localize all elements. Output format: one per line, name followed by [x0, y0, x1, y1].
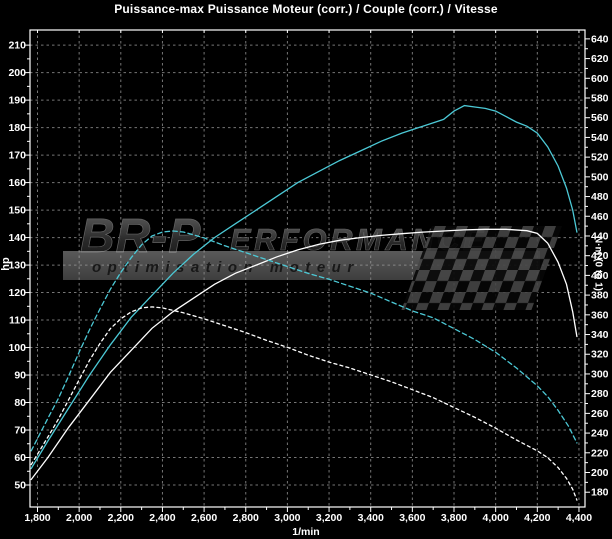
svg-text:50: 50 — [14, 480, 26, 492]
x-axis-unit-label: 1/min — [292, 526, 320, 538]
svg-text:3,000: 3,000 — [274, 512, 300, 524]
svg-text:400: 400 — [591, 270, 609, 282]
svg-text:180: 180 — [8, 122, 26, 134]
svg-text:440: 440 — [591, 230, 609, 242]
right-axis-unit-label: N·m (0 to 1) — [592, 236, 604, 291]
svg-text:70: 70 — [14, 425, 26, 437]
chart-title: Puissance-max Puissance Moteur (corr.) /… — [114, 2, 498, 16]
svg-text:190: 190 — [8, 95, 26, 107]
svg-text:2,400: 2,400 — [149, 512, 175, 524]
svg-text:150: 150 — [8, 205, 26, 217]
svg-text:560: 560 — [591, 112, 609, 124]
svg-text:340: 340 — [591, 329, 609, 341]
svg-text:4,000: 4,000 — [483, 512, 509, 524]
curve-puissance-basse-blanc-solid — [30, 228, 578, 481]
svg-text:100: 100 — [8, 342, 26, 354]
svg-text:170: 170 — [8, 150, 26, 162]
axes: 1,800 2,000 2,200 2,400 2,600 2,800 3,000 3,200… — [8, 29, 609, 524]
svg-text:2,000: 2,000 — [66, 512, 92, 524]
svg-text:1,800: 1,800 — [24, 512, 50, 524]
svg-text:260: 260 — [591, 408, 609, 420]
svg-text:160: 160 — [8, 177, 26, 189]
svg-text:90: 90 — [14, 370, 26, 382]
svg-text:220: 220 — [591, 447, 609, 459]
svg-text:320: 320 — [591, 349, 609, 361]
svg-text:110: 110 — [9, 315, 26, 327]
curve-couple-haut-cyan-dashed — [30, 230, 578, 452]
svg-text:460: 460 — [591, 211, 609, 223]
svg-text:130: 130 — [8, 260, 26, 272]
svg-text:520: 520 — [591, 152, 609, 164]
svg-text:240: 240 — [591, 428, 609, 440]
watermark-tagline: optimisation moteur — [92, 259, 360, 276]
svg-text:3,200: 3,200 — [316, 512, 342, 524]
svg-text:80: 80 — [14, 397, 26, 409]
svg-text:420: 420 — [591, 250, 609, 262]
svg-text:3,800: 3,800 — [441, 512, 467, 524]
svg-text:140: 140 — [8, 232, 26, 244]
svg-text:4,400: 4,400 — [566, 512, 592, 524]
series-group — [30, 104, 578, 501]
svg-text:280: 280 — [591, 388, 609, 400]
left-axis-unit-label: hp — [0, 257, 12, 271]
svg-text:210: 210 — [8, 40, 26, 52]
svg-text:2,600: 2,600 — [191, 512, 217, 524]
svg-text:2,800: 2,800 — [233, 512, 259, 524]
svg-text:4,200: 4,200 — [524, 512, 550, 524]
svg-text:200: 200 — [591, 467, 609, 479]
svg-text:380: 380 — [591, 290, 609, 302]
svg-text:580: 580 — [591, 93, 609, 105]
svg-text:540: 540 — [591, 132, 609, 144]
svg-text:600: 600 — [591, 73, 609, 85]
checkered-flag — [401, 226, 562, 310]
svg-text:180: 180 — [591, 487, 609, 499]
curve-puissance-haute-cyan-solid — [30, 104, 578, 470]
curve-couple-bas-blanc-dashed — [30, 306, 578, 501]
svg-text:3,600: 3,600 — [399, 512, 425, 524]
svg-text:620: 620 — [591, 53, 609, 65]
svg-text:300: 300 — [591, 368, 609, 380]
svg-text:3,400: 3,400 — [358, 512, 384, 524]
svg-text:480: 480 — [591, 191, 609, 203]
svg-text:200: 200 — [8, 67, 26, 79]
svg-text:640: 640 — [591, 33, 609, 45]
svg-text:120: 120 — [8, 287, 26, 299]
svg-text:2,200: 2,200 — [108, 512, 134, 524]
svg-text:60: 60 — [14, 452, 26, 464]
svg-text:360: 360 — [591, 309, 609, 321]
svg-text:500: 500 — [591, 171, 609, 183]
